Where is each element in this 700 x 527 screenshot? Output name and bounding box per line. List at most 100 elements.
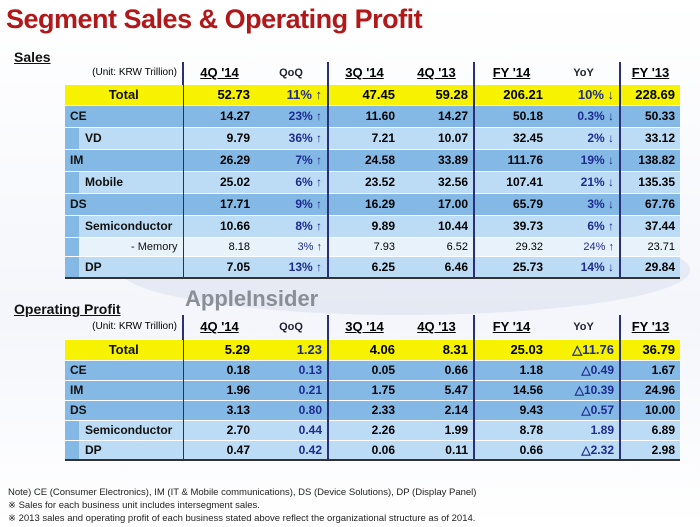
cell-value: 107.41 [473, 170, 548, 193]
page-title: Segment Sales & Operating Profit [6, 4, 423, 34]
cell-value: 59.28 [400, 83, 474, 105]
cell-value: △0.57 [548, 399, 621, 420]
cell-value: 2% ↓ [548, 126, 621, 149]
cell-value: 23% ↑ [255, 104, 329, 127]
cell-value: 1.23 [255, 338, 329, 360]
cell-value: 10.66 [182, 214, 255, 237]
cell-value: 7.93 [328, 236, 400, 256]
notes: Note) CE (Consumer Electronics), IM (IT … [8, 486, 688, 525]
cell-value: 23.52 [328, 170, 400, 193]
operating-profit-heading: Operating Profit [14, 301, 121, 317]
cell-value: 0.66 [473, 439, 548, 461]
table-row: Semiconductor 2.70 0.44 2.26 1.99 8.78 1.89 6.8… [65, 419, 680, 440]
cell-value: 25.03 [473, 338, 548, 360]
cell-value: 7.05 [182, 255, 255, 279]
cell-value: 9% ↑ [255, 192, 329, 215]
column-header: 4Q '13 [417, 319, 456, 335]
column-header: QoQ [255, 315, 329, 339]
cell-value: 47.45 [328, 83, 400, 105]
note-line: Note) CE (Consumer Electronics), IM (IT … [8, 487, 477, 498]
cell-value: 24% ↑ [548, 236, 621, 256]
table-row: DP 0.47 0.42 0.06 0.11 0.66 △2.32 2.98 [65, 439, 680, 461]
cell-value: △10.39 [548, 379, 621, 400]
table-row: IM 26.29 7% ↑ 24.58 33.89 111.76 19% ↓ 138.82 [65, 148, 680, 171]
cell-value: 6.89 [620, 419, 680, 440]
cell-value: 19% ↓ [548, 148, 621, 171]
cell-value: 206.21 [473, 83, 548, 105]
cell-value: 1.96 [182, 379, 255, 400]
table-row: IM 1.96 0.21 1.75 5.47 14.56 △10.39 24.96 [65, 379, 680, 400]
cell-value: 4.06 [328, 338, 400, 360]
cell-value: 13% ↑ [255, 255, 329, 279]
cell-value: 0.06 [328, 439, 400, 461]
cell-value: 0.80 [255, 399, 329, 420]
cell-value: 0.42 [255, 439, 329, 461]
operating-profit-table: (Unit: KRW Trillion) 4Q '14 QoQ 3Q '14 4Q '1… [65, 315, 680, 461]
cell-value: 3.13 [182, 399, 255, 420]
cell-value: 8.18 [182, 236, 255, 256]
column-header: 4Q '13 [417, 65, 456, 81]
watermark: AppleInsider [185, 286, 319, 311]
cell-value: 6.52 [400, 236, 474, 256]
cell-value: 2.70 [182, 419, 255, 440]
row-label: Semiconductor [65, 214, 183, 237]
cell-value: 33.89 [400, 148, 474, 171]
column-header: YoY [548, 62, 621, 84]
column-header: 3Q '14 [345, 319, 384, 335]
cell-value: △11.76 [548, 338, 621, 360]
cell-value: 6% ↑ [255, 170, 329, 193]
cell-value: △2.32 [548, 439, 621, 461]
row-label: CE [65, 359, 183, 380]
cell-value: 14.56 [473, 379, 548, 400]
table-row: - Memory 8.18 3% ↑ 7.93 6.52 29.32 24% ↑ 23.71 [65, 236, 680, 256]
row-label: Mobile [65, 170, 183, 193]
cell-value: 0.11 [400, 439, 474, 461]
cell-value: 1.18 [473, 359, 548, 380]
table-row: DP 7.05 13% ↑ 6.25 6.46 25.73 14% ↓ 29.84 [65, 255, 680, 279]
cell-value: 50.33 [620, 104, 680, 127]
row-label: DP [65, 255, 183, 279]
cell-value: 9.43 [473, 399, 548, 420]
cell-value: 67.76 [620, 192, 680, 215]
cell-value: 6.25 [328, 255, 400, 279]
cell-value: 33.12 [620, 126, 680, 149]
table-row: DS 3.13 0.80 2.33 2.14 9.43 △0.57 10.00 [65, 399, 680, 420]
table-row: CE 0.18 0.13 0.05 0.66 1.18 △0.49 1.67 [65, 359, 680, 380]
cell-value: 1.99 [400, 419, 474, 440]
cell-value: 14% ↓ [548, 255, 621, 279]
cell-value: 39.73 [473, 214, 548, 237]
cell-value: 14.27 [182, 104, 255, 127]
note-line: ※ 2013 sales and operating profit of eac… [8, 513, 476, 524]
cell-value: 23.71 [620, 236, 680, 256]
cell-value: 0.44 [255, 419, 329, 440]
cell-value: 29.84 [620, 255, 680, 279]
cell-value: 26.29 [182, 148, 255, 171]
cell-value: 2.26 [328, 419, 400, 440]
cell-value: 0.66 [400, 359, 474, 380]
sales-heading: Sales [14, 49, 51, 65]
sales-table: (Unit: KRW Trillion) 4Q '14 QoQ 3Q '14 4Q '1… [65, 62, 680, 279]
cell-value: 11.60 [328, 104, 400, 127]
table-row: CE 14.27 23% ↑ 11.60 14.27 50.18 0.3% ↓ 50.33 [65, 104, 680, 127]
column-header: FY '14 [473, 315, 548, 339]
row-label: DP [65, 439, 183, 461]
cell-value: 10.44 [400, 214, 474, 237]
cell-value: 25.02 [182, 170, 255, 193]
cell-value: 5.47 [400, 379, 474, 400]
column-header: 4Q '14 [182, 315, 255, 339]
cell-value: 10.07 [400, 126, 474, 149]
cell-value: 1.67 [620, 359, 680, 380]
cell-value: 9.89 [328, 214, 400, 237]
cell-value: 17.00 [400, 192, 474, 215]
row-label: DS [65, 399, 183, 420]
cell-value: 5.29 [182, 338, 255, 360]
cell-value: 29.32 [473, 236, 548, 256]
cell-value: 3% ↑ [255, 236, 329, 256]
cell-value: 228.69 [620, 83, 680, 105]
cell-value: 36.79 [620, 338, 680, 360]
cell-value: 2.98 [620, 439, 680, 461]
row-label: Total [65, 338, 183, 360]
header-row: (Unit: KRW Trillion) 4Q '14 QoQ 3Q '14 4Q '1… [65, 62, 680, 84]
table-row: Mobile 25.02 6% ↑ 23.52 32.56 107.41 21% ↓ 135.… [65, 170, 680, 193]
cell-value: 16.29 [328, 192, 400, 215]
